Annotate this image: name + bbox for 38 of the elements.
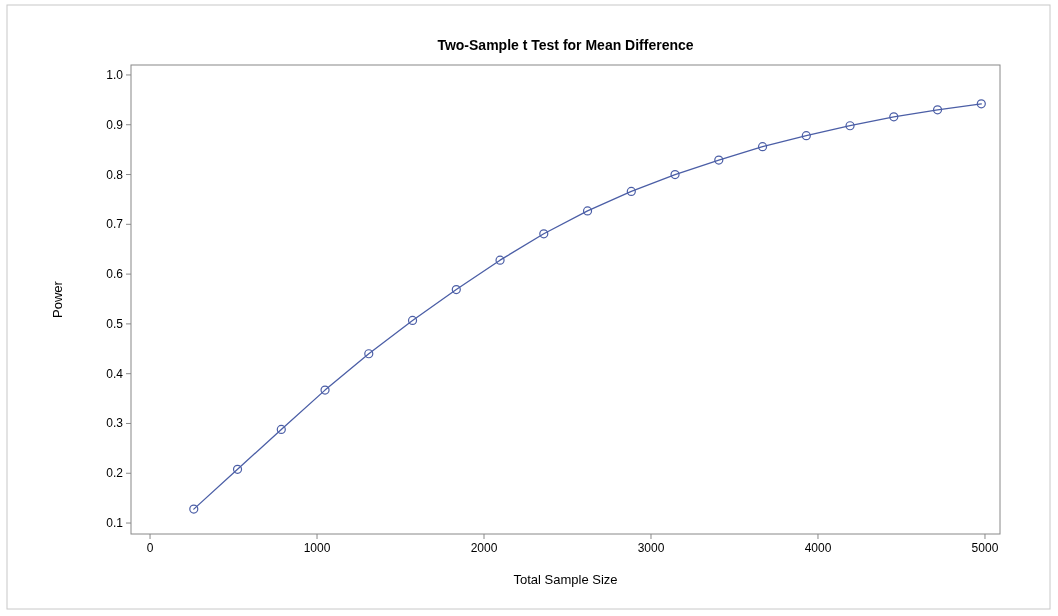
- x-tick-label: 4000: [804, 541, 832, 555]
- point: [451, 284, 461, 295]
- y-axis-title: Power: [50, 280, 65, 318]
- y-tick-label: 0.5: [106, 316, 124, 331]
- x-tick-label: 0: [146, 541, 154, 555]
- y-tick-label: 0.8: [106, 167, 124, 182]
- y-tick-label: 0.6: [106, 267, 124, 282]
- point: [364, 349, 374, 359]
- point: [276, 424, 286, 435]
- x-tick-label: 5000: [971, 541, 999, 555]
- point: [582, 206, 593, 216]
- point: [801, 131, 811, 141]
- point: [189, 504, 199, 514]
- point: [407, 315, 418, 326]
- x-tick-label: 1000: [303, 541, 331, 555]
- chart-title: Two-Sample t Test for Mean Difference: [437, 37, 694, 53]
- y-tick-label: 0.2: [106, 466, 124, 481]
- point: [714, 155, 724, 165]
- point: [889, 112, 899, 122]
- y-tick-label: 0.3: [106, 416, 124, 431]
- x-tick-label: 3000: [637, 541, 665, 555]
- point: [757, 142, 768, 152]
- y-tick-label: 0.7: [106, 217, 124, 232]
- x-tick-label: 2000: [470, 541, 498, 555]
- y-tick-label: 1.0: [106, 67, 124, 82]
- point: [320, 385, 330, 395]
- y-tick-label: 0.4: [106, 366, 124, 381]
- point: [845, 121, 855, 131]
- point: [626, 186, 636, 197]
- point: [670, 169, 680, 180]
- y-tick-label: 0.1: [106, 516, 124, 531]
- point: [232, 464, 243, 474]
- y-tick-label: 0.9: [106, 117, 124, 132]
- point: [495, 255, 505, 265]
- point: [976, 99, 986, 109]
- point: [539, 229, 549, 239]
- point: [932, 105, 943, 115]
- x-axis-title: Total Sample Size: [513, 572, 618, 587]
